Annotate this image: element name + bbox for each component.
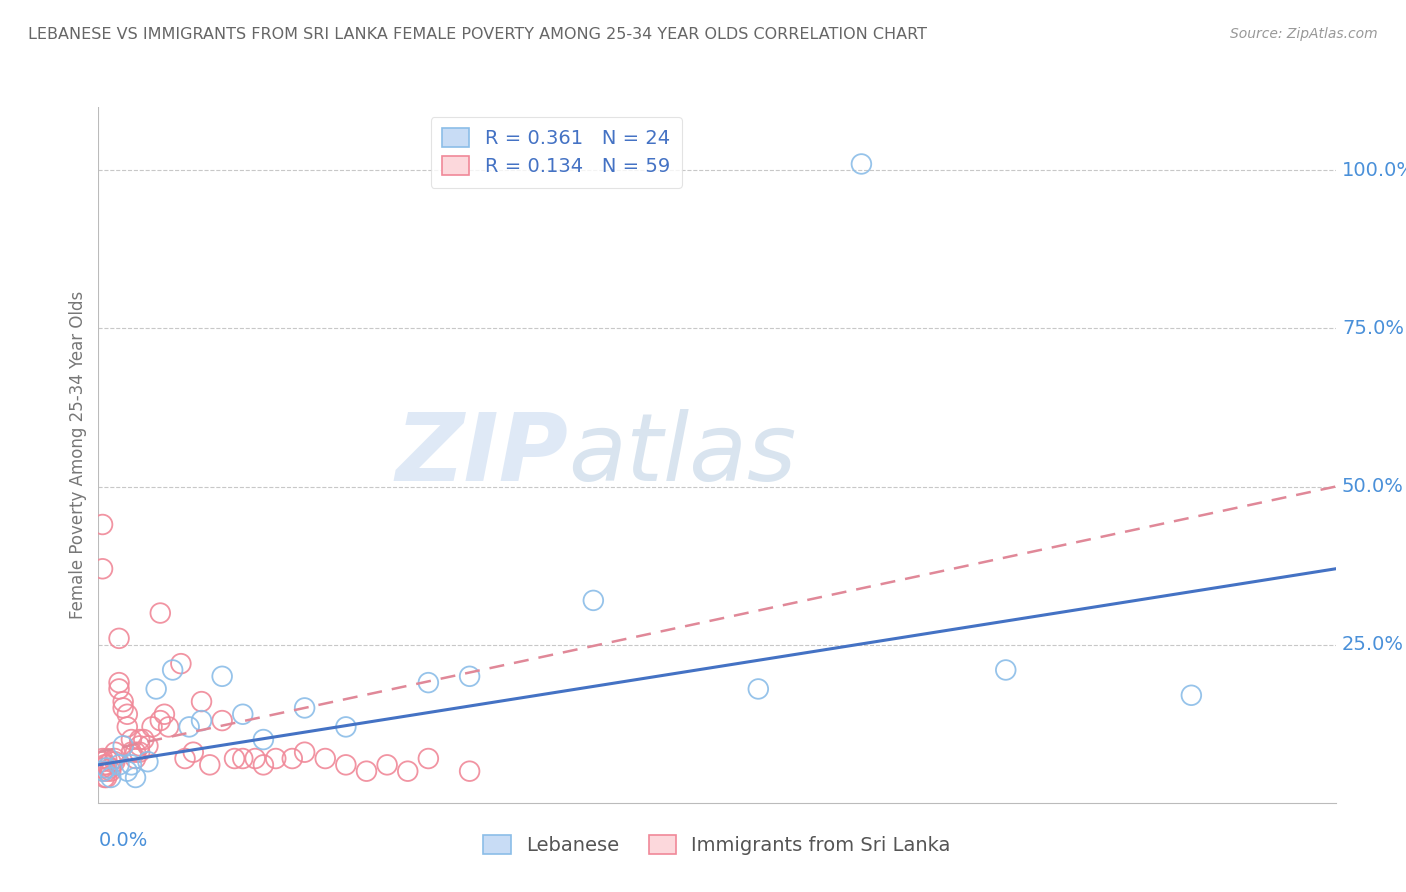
- Point: [112, 739, 135, 753]
- Point: [91, 751, 114, 765]
- Point: [128, 745, 150, 759]
- Text: Source: ZipAtlas.com: Source: ZipAtlas.com: [1230, 27, 1378, 41]
- Point: [91, 761, 114, 775]
- Point: [396, 764, 419, 779]
- Point: [252, 757, 274, 772]
- Point: [91, 517, 114, 532]
- Text: LEBANESE VS IMMIGRANTS FROM SRI LANKA FEMALE POVERTY AMONG 25-34 YEAR OLDS CORRE: LEBANESE VS IMMIGRANTS FROM SRI LANKA FE…: [28, 27, 927, 42]
- Point: [224, 751, 246, 765]
- Point: [91, 755, 114, 769]
- Point: [170, 657, 193, 671]
- Point: [96, 751, 118, 765]
- Point: [1180, 688, 1202, 702]
- Point: [91, 764, 114, 779]
- Text: 25.0%: 25.0%: [1341, 635, 1403, 654]
- Text: 100.0%: 100.0%: [1341, 161, 1406, 180]
- Point: [149, 606, 172, 620]
- Point: [335, 720, 357, 734]
- Point: [198, 757, 221, 772]
- Y-axis label: Female Poverty Among 25-34 Year Olds: Female Poverty Among 25-34 Year Olds: [69, 291, 87, 619]
- Point: [104, 745, 127, 759]
- Point: [747, 681, 769, 696]
- Text: ZIP: ZIP: [395, 409, 568, 501]
- Point: [100, 755, 122, 769]
- Point: [93, 764, 115, 779]
- Point: [100, 764, 122, 779]
- Point: [132, 732, 155, 747]
- Point: [136, 755, 159, 769]
- Point: [145, 681, 167, 696]
- Point: [232, 751, 254, 765]
- Point: [141, 720, 163, 734]
- Point: [243, 751, 266, 765]
- Point: [100, 761, 122, 775]
- Point: [112, 701, 135, 715]
- Point: [128, 732, 150, 747]
- Legend: Lebanese, Immigrants from Sri Lanka: Lebanese, Immigrants from Sri Lanka: [475, 827, 959, 863]
- Point: [458, 764, 481, 779]
- Point: [356, 764, 378, 779]
- Text: 50.0%: 50.0%: [1341, 477, 1403, 496]
- Point: [120, 757, 142, 772]
- Point: [108, 632, 131, 646]
- Point: [458, 669, 481, 683]
- Point: [181, 745, 204, 759]
- Point: [108, 681, 131, 696]
- Point: [117, 764, 139, 779]
- Point: [375, 757, 398, 772]
- Point: [91, 562, 114, 576]
- Point: [124, 771, 146, 785]
- Point: [112, 695, 135, 709]
- Point: [252, 732, 274, 747]
- Point: [93, 757, 115, 772]
- Text: 75.0%: 75.0%: [1341, 319, 1403, 338]
- Point: [179, 720, 201, 734]
- Point: [418, 675, 440, 690]
- Point: [294, 701, 316, 715]
- Point: [124, 751, 146, 765]
- Text: atlas: atlas: [568, 409, 797, 500]
- Point: [120, 732, 142, 747]
- Point: [153, 707, 176, 722]
- Point: [294, 745, 316, 759]
- Point: [157, 720, 180, 734]
- Point: [96, 764, 118, 779]
- Point: [994, 663, 1017, 677]
- Point: [108, 757, 131, 772]
- Point: [108, 675, 131, 690]
- Point: [128, 739, 150, 753]
- Point: [211, 669, 233, 683]
- Point: [335, 757, 357, 772]
- Point: [851, 157, 873, 171]
- Point: [104, 751, 127, 765]
- Point: [120, 745, 142, 759]
- Point: [232, 707, 254, 722]
- Point: [264, 751, 287, 765]
- Point: [100, 771, 122, 785]
- Point: [211, 714, 233, 728]
- Point: [582, 593, 605, 607]
- Point: [117, 707, 139, 722]
- Point: [174, 751, 197, 765]
- Point: [93, 771, 115, 785]
- Point: [124, 745, 146, 759]
- Point: [96, 761, 118, 775]
- Point: [190, 714, 212, 728]
- Point: [96, 771, 118, 785]
- Point: [418, 751, 440, 765]
- Point: [314, 751, 336, 765]
- Point: [104, 755, 127, 769]
- Point: [117, 720, 139, 734]
- Point: [149, 714, 172, 728]
- Point: [190, 695, 212, 709]
- Point: [162, 663, 184, 677]
- Point: [136, 739, 159, 753]
- Text: 0.0%: 0.0%: [98, 830, 148, 850]
- Point: [96, 757, 118, 772]
- Point: [281, 751, 304, 765]
